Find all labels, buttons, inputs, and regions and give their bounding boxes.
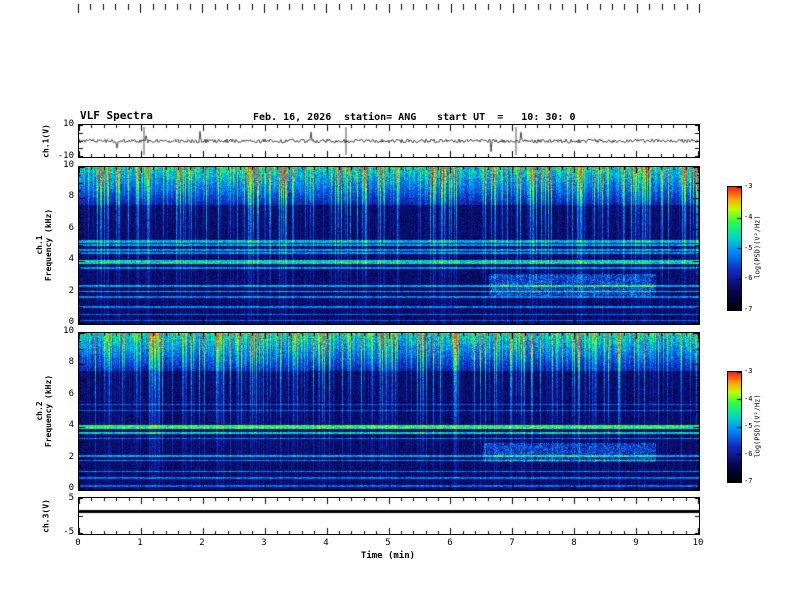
x-tick-label: 9 (633, 538, 639, 548)
start-ut-label: start UT = 10: 30: 0 (437, 112, 576, 123)
top-axis-ticks (77, 4, 701, 16)
colorbar-ch2-label: log(PSD)(V²/Hz) (753, 394, 762, 458)
ch1-spectrogram-canvas (78, 166, 700, 325)
colorbar-tick-label: -7 (744, 477, 753, 485)
colorbar-tick-label: -5 (744, 243, 753, 252)
ch2-frequency-axis-label: ch.2 Frequency (kHz) (35, 375, 53, 447)
page-title: VLF Spectra (80, 109, 153, 122)
y-tick-label: 10 (63, 326, 74, 336)
x-tick-label: 8 (571, 538, 577, 548)
ch1-label-line1: ch.1 (35, 235, 44, 255)
ch2-label-line2: Frequency (kHz) (44, 374, 53, 448)
y-tick-label: 10 (63, 160, 74, 170)
colorbar-tick-label: -6 (744, 274, 753, 283)
colorbar-tick-label: -3 (744, 367, 753, 375)
y-tick-label: 8 (68, 357, 74, 368)
y-tick-label: 0 (68, 317, 74, 327)
y-tick-label: 6 (68, 222, 74, 233)
ch3-waveform-canvas (78, 497, 700, 535)
colorbar-tick-label: -4 (744, 212, 753, 221)
colorbar-tick-label: -5 (744, 422, 753, 430)
y-tick-label: 2 (68, 285, 74, 296)
x-tick-label: 6 (447, 538, 453, 548)
y-tick-label: 10 (63, 119, 74, 129)
colorbar-ch2 (727, 371, 742, 483)
x-tick-label: 5 (385, 538, 391, 548)
x-tick-label: 10 (692, 538, 704, 548)
ch1-waveform-canvas (78, 124, 700, 158)
colorbar-tick-label: -7 (744, 305, 753, 313)
y-tick-label: -10 (57, 151, 74, 161)
colorbar-tick-label: -3 (744, 182, 753, 190)
x-tick-label: 2 (199, 538, 205, 548)
y-tick-label: 4 (68, 254, 74, 265)
y-tick-label: 5 (68, 493, 74, 503)
y-tick-label: 0 (68, 483, 74, 493)
colorbar-tick-label: -4 (744, 394, 753, 403)
x-tick-label: 3 (261, 538, 267, 548)
ch2-spectrogram-canvas (78, 332, 700, 491)
y-tick-label: 6 (68, 388, 74, 399)
x-tick-label: 1 (137, 538, 143, 548)
colorbar-tick-label: -6 (744, 449, 753, 458)
y-tick-label: 8 (68, 191, 74, 202)
y-tick-label: 4 (68, 420, 74, 431)
ch1-frequency-axis-label: ch.1 Frequency (kHz) (35, 209, 53, 281)
y-tick-label: 2 (68, 451, 74, 462)
station-label: station= ANG (344, 112, 417, 123)
colorbar-ch1 (727, 186, 742, 311)
x-tick-label: 4 (323, 538, 329, 548)
x-tick-label: 0 (75, 538, 81, 548)
ch1-label-line2: Frequency (kHz) (44, 208, 53, 282)
date-label: Feb. 16, 2026 (253, 112, 332, 123)
y-tick-label: -5 (63, 527, 74, 537)
x-tick-label: 7 (509, 538, 515, 548)
time-axis-label: Time (min) (360, 551, 416, 561)
colorbar-ch1-label: log(PSD)(V²/Hz) (753, 215, 762, 279)
ch2-label-line1: ch.2 (35, 401, 44, 421)
